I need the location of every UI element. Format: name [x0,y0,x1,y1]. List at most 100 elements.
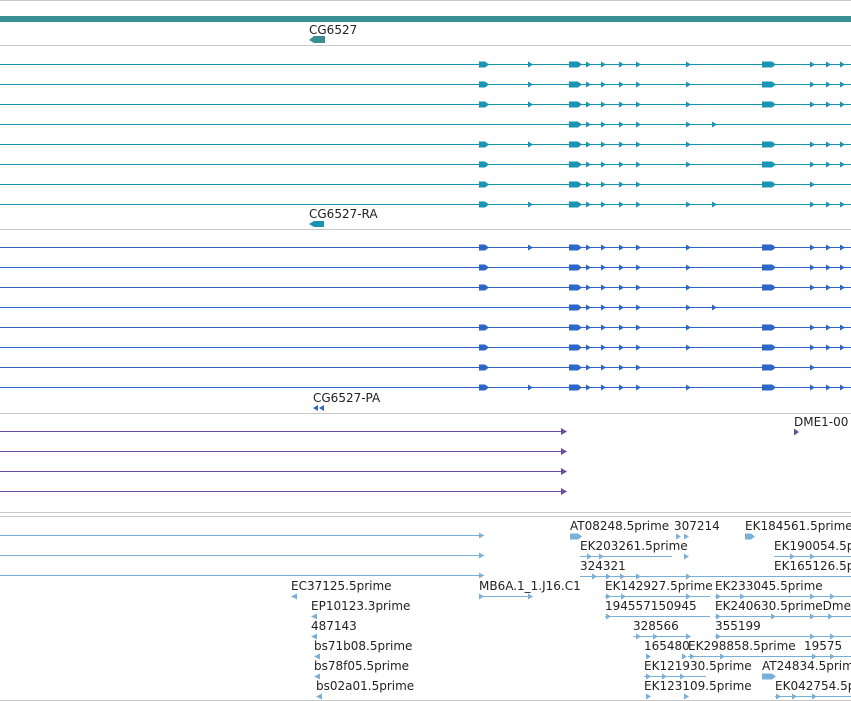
exon-arrow[interactable] [578,533,582,540]
exon-block[interactable] [762,264,772,271]
exon-arrow[interactable] [720,653,725,660]
est-feature[interactable]: EK233045.5prime [715,579,851,600]
exon-arrow[interactable] [826,264,831,271]
exon-arrow[interactable] [772,264,776,271]
exon-arrow[interactable] [619,161,624,168]
exon-arrow[interactable] [716,613,721,620]
exon-arrow[interactable] [601,324,606,331]
est-feature[interactable]: AT24834.5prim [762,659,851,680]
exon-arrow[interactable] [636,304,641,311]
exon-arrow[interactable] [684,693,689,700]
exon-block[interactable] [762,61,772,68]
transcript-row[interactable] [0,201,851,208]
exon-arrow[interactable] [485,141,489,148]
exon-arrow[interactable] [810,244,815,251]
exon-arrow[interactable] [606,593,611,600]
exon-arrow[interactable] [586,61,591,68]
exon-block[interactable] [762,324,772,331]
exon-arrow[interactable] [601,101,606,108]
exon-block[interactable] [569,201,578,208]
exon-arrow[interactable] [485,181,489,188]
exon-arrow[interactable] [561,448,567,455]
exon-arrow[interactable] [586,181,591,188]
exon-arrow[interactable] [686,201,691,208]
exon-arrow[interactable] [828,613,833,620]
exon-arrow[interactable] [485,364,489,371]
exon-arrow[interactable] [586,244,591,251]
exon-arrow[interactable] [686,384,691,391]
exon-arrow[interactable] [578,161,582,168]
exon-arrow[interactable] [485,244,489,251]
est-feature[interactable]: 328566 [633,619,691,640]
exon-arrow[interactable] [830,593,835,600]
exon-arrow[interactable] [840,161,845,168]
exon-arrow[interactable] [601,81,606,88]
est-feature[interactable]: 355199 [715,619,851,640]
transcript-row[interactable] [0,284,851,291]
exon-arrow[interactable] [636,573,641,580]
exon-arrow[interactable] [716,593,721,600]
exon-block[interactable] [762,101,772,108]
exon-block[interactable] [569,181,578,188]
exon-arrow[interactable] [485,284,489,291]
est-feature[interactable]: 307214 [674,519,720,540]
exon-arrow[interactable] [676,533,681,540]
exon-block[interactable] [569,81,578,88]
exon-arrow[interactable] [561,468,567,475]
exon-arrow[interactable] [485,384,489,391]
exon-arrow[interactable] [578,324,582,331]
transcript-row[interactable] [0,61,851,68]
exon-arrow[interactable] [636,201,641,208]
exon-block[interactable] [479,201,485,208]
exon-arrow[interactable] [578,364,582,371]
left-arrow-icon[interactable] [291,593,297,600]
exon-arrow[interactable] [772,384,776,391]
est-feature[interactable]: EP10123.3prime [311,599,410,620]
exon-arrow[interactable] [810,81,815,88]
exon-block[interactable] [569,101,578,108]
exon-arrow[interactable] [810,61,815,68]
est-feature[interactable]: EK121930.5prime [644,659,752,680]
exon-arrow[interactable] [712,121,717,128]
exon-arrow[interactable] [485,201,489,208]
exon-block[interactable] [762,181,772,188]
exon-arrow[interactable] [601,384,606,391]
left-arrow-icon[interactable] [311,633,317,640]
exon-arrow[interactable] [646,693,651,700]
est-feature[interactable]: EK142927.5prime [605,579,713,600]
exon-arrow[interactable] [485,81,489,88]
exon-arrow[interactable] [586,324,591,331]
exon-arrow[interactable] [826,244,831,251]
exon-arrow[interactable] [601,161,606,168]
exon-block[interactable] [479,344,485,351]
exon-arrow[interactable] [810,324,815,331]
exon-arrow[interactable] [772,101,776,108]
exon-arrow[interactable] [826,344,831,351]
est-row[interactable] [0,572,484,579]
alignment-row[interactable] [0,488,567,495]
exon-arrow[interactable] [578,264,582,271]
exon-arrow[interactable] [636,264,641,271]
exon-arrow[interactable] [686,61,691,68]
exon-arrow[interactable] [740,593,745,600]
est-feature[interactable]: bs78f05.5prime [314,659,409,680]
exon-arrow[interactable] [601,364,606,371]
exon-block[interactable] [479,264,485,271]
exon-block[interactable] [762,81,772,88]
exon-arrow[interactable] [619,61,624,68]
exon-arrow[interactable] [810,101,815,108]
exon-arrow[interactable] [528,593,533,600]
exon-arrow[interactable] [686,593,691,600]
transcript-row[interactable] [0,81,851,88]
exon-arrow[interactable] [772,81,776,88]
est-feature[interactable]: bs71b08.5prime [314,639,412,660]
exon-arrow[interactable] [601,344,606,351]
exon-arrow[interactable] [636,61,641,68]
est-feature[interactable]: MB6A.1_1.J16.C1 [479,579,581,600]
exon-arrow[interactable] [772,141,776,148]
est-feature[interactable]: EC37125.5prime [291,579,392,600]
exon-arrow[interactable] [826,201,831,208]
exon-arrow[interactable] [772,284,776,291]
exon-arrow[interactable] [619,364,624,371]
transcript-row[interactable] [0,161,851,168]
